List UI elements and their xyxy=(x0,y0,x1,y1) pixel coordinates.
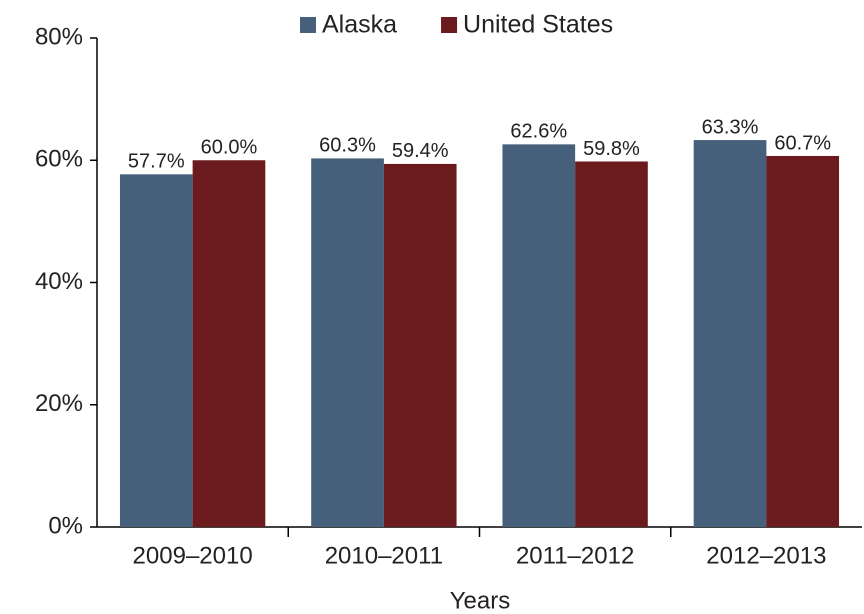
bar xyxy=(119,174,193,527)
value-label: 57.7% xyxy=(128,151,185,173)
value-label: 59.8% xyxy=(583,138,640,160)
value-label: 60.7% xyxy=(774,132,831,154)
y-tick-label: 20% xyxy=(35,390,83,417)
bar xyxy=(766,155,840,527)
value-label: 60.0% xyxy=(201,137,258,159)
bar xyxy=(383,163,457,528)
x-tick-label: 2012–2013 xyxy=(706,542,826,569)
value-label: 63.3% xyxy=(702,116,759,138)
bar xyxy=(575,161,648,527)
bar xyxy=(693,140,767,528)
y-tick-label: 0% xyxy=(48,512,83,539)
value-label: 60.3% xyxy=(319,135,376,157)
bar xyxy=(502,144,576,528)
legend-swatch xyxy=(441,17,458,33)
x-tick-label: 2010–2011 xyxy=(325,542,443,569)
value-label: 59.4% xyxy=(392,140,449,162)
legend-label: United States xyxy=(463,11,613,39)
x-tick-label: 2011–2012 xyxy=(516,542,634,569)
y-tick-label: 60% xyxy=(35,146,83,173)
y-tick-label: 40% xyxy=(35,268,83,295)
x-axis-label: Years xyxy=(450,587,511,614)
y-tick-label: 80% xyxy=(35,23,83,50)
value-label: 62.6% xyxy=(510,121,567,143)
legend-label: Alaska xyxy=(322,11,397,39)
bar xyxy=(311,158,384,527)
legend-swatch xyxy=(300,17,316,33)
x-tick-label: 2009–2010 xyxy=(133,542,253,569)
bar xyxy=(192,160,266,527)
